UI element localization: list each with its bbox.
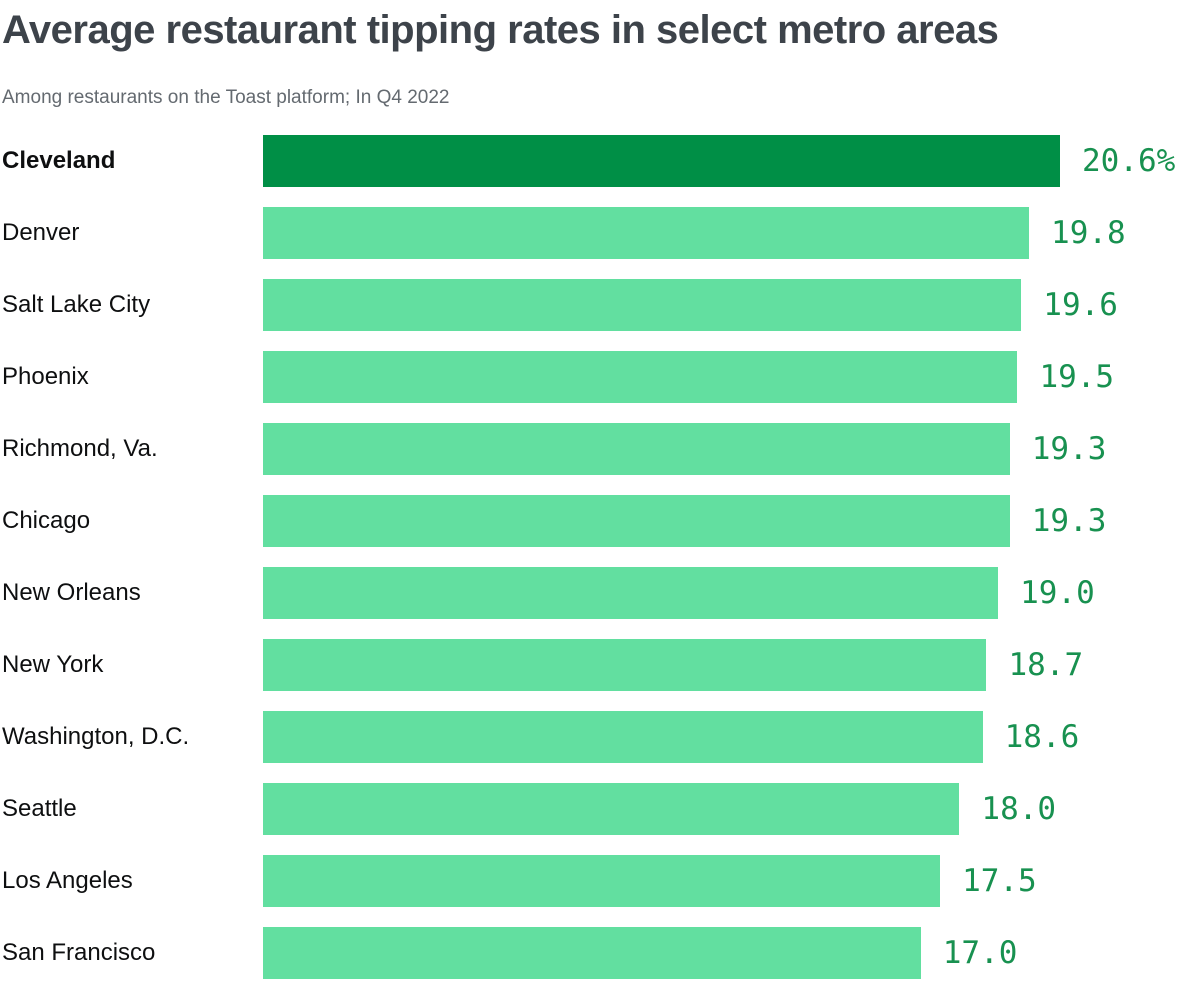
bar (263, 927, 921, 979)
bar (263, 495, 1010, 547)
value-label: 19.5 (1039, 359, 1115, 395)
bar (263, 711, 983, 763)
category-label: Richmond, Va. (2, 435, 158, 462)
bar (263, 783, 960, 835)
value-label: 18.6 (1004, 719, 1080, 755)
bar (263, 639, 987, 691)
bar-row: New York 18.7 (2, 639, 1204, 691)
bar (263, 279, 1022, 331)
category-label: Cleveland (2, 147, 116, 174)
category-label: Washington, D.C. (2, 723, 190, 750)
value-label: 19.3 (1031, 503, 1107, 539)
bar-row: Los Angeles 17.5 (2, 855, 1204, 907)
bar-rows: Cleveland 20.6% Denver 19.8 Salt Lake City 19… (2, 135, 1204, 979)
category-label: San Francisco (2, 939, 156, 966)
category-label: New York (2, 651, 104, 678)
value-label: 19.3 (1031, 431, 1107, 467)
bar-row: Richmond, Va. 19.3 (2, 423, 1204, 475)
category-label: Phoenix (2, 363, 89, 390)
chart-header: Average restaurant tipping rates in sele… (2, 6, 1204, 110)
bar-row: Salt Lake City 19.6 (2, 279, 1204, 331)
bar (263, 567, 999, 619)
bar (263, 351, 1018, 403)
chart-title: Average restaurant tipping rates in sele… (2, 8, 999, 52)
bar (263, 135, 1060, 187)
value-label: 19.0 (1020, 575, 1095, 611)
chart-subtitle: Among restaurants on the Toast platform;… (2, 87, 450, 108)
value-label: 18.0 (981, 791, 1057, 827)
bar (263, 423, 1010, 475)
value-label: 19.8 (1051, 215, 1126, 251)
bar (263, 855, 941, 907)
category-label: Seattle (2, 795, 77, 822)
category-label: Salt Lake City (2, 291, 151, 318)
category-label: Chicago (2, 507, 91, 534)
bar-row: San Francisco 17.0 (2, 927, 1204, 979)
bar-row: Chicago 19.3 (2, 495, 1204, 547)
bar-row: New Orleans 19.0 (2, 567, 1204, 619)
value-label: 17.5 (962, 863, 1037, 899)
bar-row: Phoenix 19.5 (2, 351, 1204, 403)
bar-row: Washington, D.C. 18.6 (2, 711, 1204, 763)
bar-row: Cleveland 20.6% (2, 135, 1204, 187)
bar-row: Denver 19.8 (2, 207, 1204, 259)
value-label: 20.6% (1082, 143, 1176, 179)
category-label: Denver (2, 219, 80, 246)
category-label: Los Angeles (2, 867, 133, 894)
value-label: 17.0 (942, 935, 1018, 971)
bar-row: Seattle 18.0 (2, 783, 1204, 835)
value-label: 19.6 (1043, 287, 1118, 323)
value-label: 18.7 (1008, 647, 1084, 683)
category-label: New Orleans (2, 579, 141, 606)
bar (263, 207, 1030, 259)
